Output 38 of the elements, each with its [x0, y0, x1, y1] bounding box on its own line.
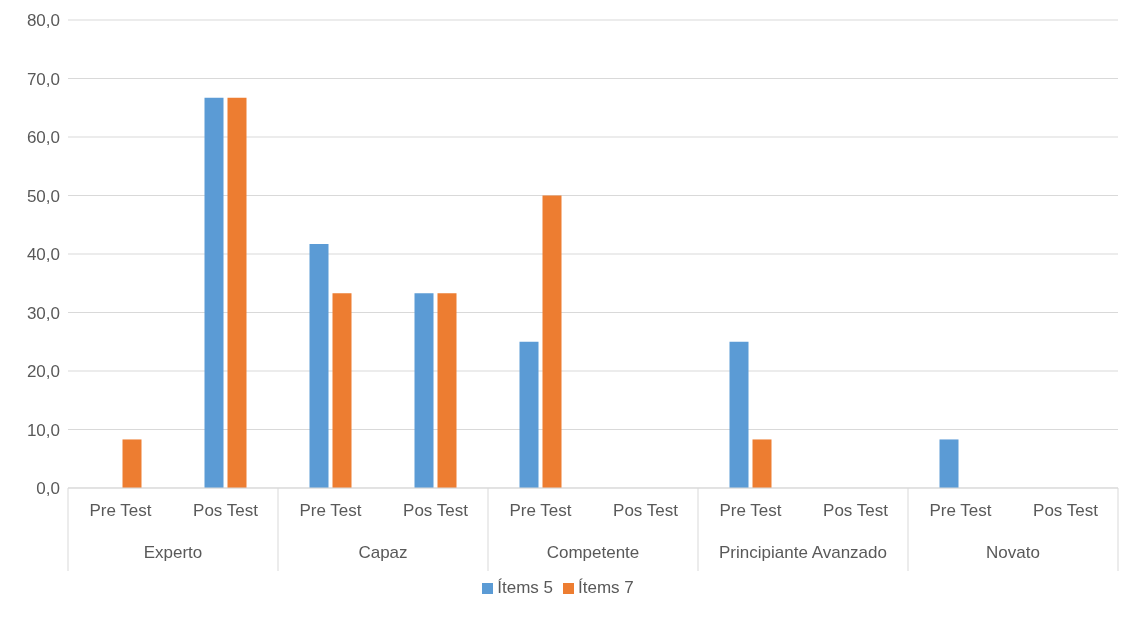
x-tick-label: Pos Test — [1033, 501, 1099, 520]
x-tick-label: Pre Test — [299, 501, 362, 520]
bar — [519, 341, 539, 488]
x-tick-label: Pos Test — [193, 501, 259, 520]
y-tick-label: 40,0 — [26, 245, 60, 265]
bar — [542, 195, 562, 488]
bar — [939, 439, 959, 488]
legend-label: Ítems 7 — [578, 578, 634, 597]
text: Capaz — [358, 543, 408, 562]
x-tick-label: Pre Test — [89, 501, 152, 520]
y-tick-label: 50,0 — [26, 186, 60, 206]
x-tick-label: Pre Test — [509, 501, 572, 520]
y-tick-label: 80,0 — [26, 11, 60, 31]
bar — [752, 439, 772, 488]
text: Novato — [986, 543, 1040, 562]
y-tick-label: 30,0 — [26, 303, 60, 323]
bar — [309, 244, 329, 488]
y-tick-label: 60,0 — [26, 128, 60, 148]
bar — [729, 341, 749, 488]
bar — [332, 293, 352, 488]
bar — [204, 97, 224, 488]
text: Competente — [546, 543, 640, 562]
legend-label: Ítems 5 — [497, 578, 553, 597]
y-tick-label: 10,0 — [26, 420, 60, 440]
bar — [414, 293, 434, 488]
bar — [122, 439, 142, 488]
x-tick-label: Pos Test — [613, 501, 679, 520]
bar — [227, 97, 247, 488]
y-tick-label: 20,0 — [26, 362, 60, 382]
x-tick-label: Pre Test — [719, 501, 782, 520]
text: Principiante Avanzado — [719, 543, 887, 562]
x-tick-label: Pre Test — [929, 501, 992, 520]
bar — [437, 293, 457, 488]
y-tick-label: 70,0 — [26, 69, 60, 89]
x-tick-label: Pos Test — [403, 501, 469, 520]
x-tick-label: Pos Test — [823, 501, 889, 520]
y-tick-label: 0,0 — [36, 479, 60, 499]
text: Experto — [143, 543, 203, 562]
